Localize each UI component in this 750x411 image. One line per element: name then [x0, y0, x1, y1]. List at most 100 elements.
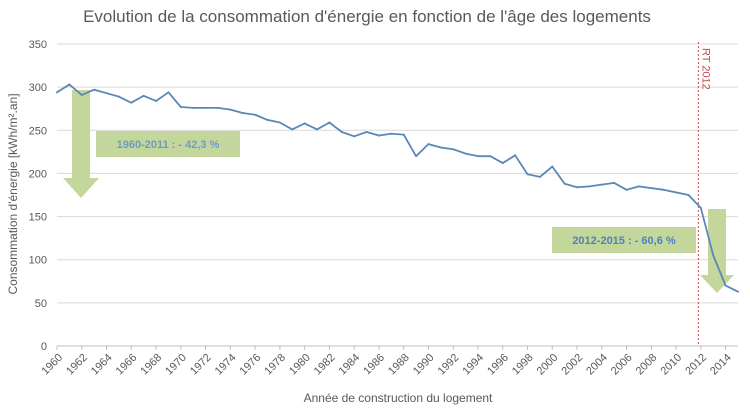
- data-point-1964: [105, 92, 108, 95]
- x-tick-label: 1990: [411, 352, 437, 378]
- decline-arrow-2012-2015: [700, 209, 734, 293]
- data-point-2002: [576, 186, 579, 189]
- x-tick-label: 1968: [138, 352, 164, 378]
- annotation-text-1960-2011: 1960-2011 : - 42,3 %: [117, 139, 220, 151]
- series-line: [56, 83, 739, 293]
- data-point-2004: [600, 183, 603, 186]
- x-tick-label: 2004: [584, 352, 610, 378]
- data-point-1961: [68, 83, 71, 86]
- data-point-1991: [439, 146, 442, 149]
- x-tick-label: 2008: [634, 352, 660, 378]
- x-tick-label: 1994: [460, 352, 486, 378]
- data-point-1985: [365, 131, 368, 134]
- x-tick-label: 1988: [386, 352, 412, 378]
- data-point-1982: [328, 121, 331, 124]
- x-tick-label: 2002: [559, 352, 585, 378]
- data-point-1977: [266, 118, 269, 121]
- data-point-2011: [687, 194, 690, 196]
- data-point-1973: [216, 106, 219, 109]
- data-point-2014: [724, 284, 727, 287]
- data-point-1989: [415, 155, 418, 158]
- data-point-1962: [80, 93, 83, 96]
- x-tick-label: 1998: [510, 352, 536, 378]
- data-point-2010: [675, 191, 678, 194]
- chart-title: Evolution de la consommation d'énergie e…: [83, 7, 651, 26]
- x-tick-label: 1982: [312, 352, 338, 378]
- y-tick-label: 250: [29, 125, 47, 137]
- annotation-box-2012-2015: [552, 227, 696, 253]
- x-axis-title: Année de construction du logement: [304, 391, 493, 405]
- x-tick-label: 2012: [683, 352, 709, 378]
- x-tick-label: 2000: [535, 352, 561, 378]
- annotation-text-2012-2015: 2012-2015 : - 60,6 %: [572, 235, 676, 247]
- data-point-1992: [452, 148, 455, 151]
- x-tick-label: 1970: [163, 352, 189, 378]
- data-point-2009: [662, 188, 665, 191]
- data-point-1990: [427, 143, 430, 146]
- data-point-1998: [526, 173, 529, 176]
- data-point-1965: [117, 95, 120, 98]
- data-point-1984: [353, 135, 356, 138]
- data-point-2012: [699, 206, 702, 209]
- data-point-1970: [179, 105, 182, 108]
- data-point-1979: [291, 128, 294, 131]
- y-tick-label: 0: [41, 341, 47, 353]
- decline-arrow-1960-2011: [63, 90, 99, 198]
- y-tick-label: 200: [29, 168, 47, 180]
- data-points: [56, 83, 739, 293]
- y-tick-label: 300: [29, 82, 47, 94]
- data-point-1986: [377, 134, 380, 137]
- data-point-1975: [241, 112, 244, 115]
- x-tick-label: 1986: [361, 352, 387, 378]
- data-point-1972: [204, 106, 207, 109]
- data-point-2003: [588, 185, 591, 188]
- data-point-1988: [402, 133, 405, 136]
- data-point-2006: [625, 188, 628, 191]
- x-tick-label: 1976: [237, 352, 263, 378]
- data-point-2008: [650, 187, 653, 190]
- x-tick-label: 1980: [287, 352, 313, 378]
- data-point-1994: [476, 155, 479, 158]
- data-point-1983: [340, 131, 343, 134]
- x-tick-label: 1978: [262, 352, 288, 378]
- data-point-1999: [538, 175, 541, 178]
- y-tick-label: 50: [35, 298, 47, 310]
- x-tick-label: 1974: [213, 352, 239, 378]
- data-point-1968: [155, 99, 158, 102]
- x-tick-label: 2010: [658, 352, 684, 378]
- x-tick-label: 1960: [39, 352, 65, 378]
- data-point-1967: [142, 94, 145, 97]
- y-tick-labels: 0 50 100 150 200 250 300 350: [29, 39, 47, 353]
- x-tick-label: 1972: [188, 352, 214, 378]
- y-tick-label: 100: [29, 255, 47, 267]
- data-point-2000: [551, 165, 554, 168]
- data-point-1963: [93, 88, 96, 91]
- y-tick-label: 350: [29, 39, 47, 51]
- data-point-1987: [390, 132, 393, 135]
- data-point-1976: [254, 113, 257, 116]
- data-point-1974: [229, 108, 232, 111]
- data-point-1978: [278, 121, 281, 124]
- data-point-2001: [563, 182, 566, 185]
- data-point-2013: [712, 254, 715, 257]
- y-tick-label: 150: [29, 212, 47, 224]
- data-point-2007: [637, 185, 640, 188]
- x-tick-label: 1964: [89, 352, 115, 378]
- x-tick-label: 2006: [609, 352, 635, 378]
- x-tick-label: 1992: [436, 352, 462, 378]
- data-point-2005: [613, 181, 616, 184]
- data-point-1966: [130, 101, 133, 104]
- x-tick-label: 1984: [337, 352, 363, 378]
- data-point-1960: [56, 91, 58, 94]
- x-tick-label: 1996: [485, 352, 511, 378]
- data-point-1996: [501, 162, 504, 165]
- x-tick-labels: 1960196219641966196819701972197419761978…: [39, 346, 734, 378]
- x-tick-label: 1962: [64, 352, 90, 378]
- data-point-1980: [303, 122, 306, 125]
- x-tick-label: 2014: [708, 352, 734, 378]
- gridlines: [57, 43, 738, 347]
- data-point-1971: [192, 106, 195, 109]
- y-axis-title: Consommation d'énergie [kWh/m².an]: [6, 93, 20, 294]
- data-point-1981: [316, 128, 319, 131]
